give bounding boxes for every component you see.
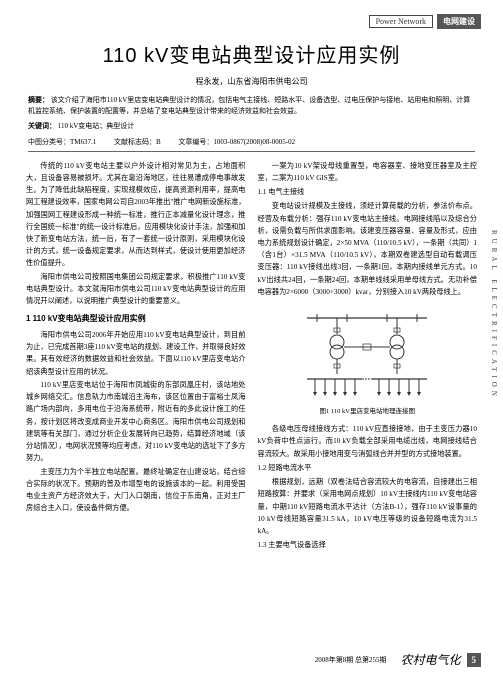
figure-caption: 图1 110 kV里店变电站地理连接图	[258, 406, 478, 417]
keywords-label: 关键词：	[28, 122, 56, 130]
para: 海阳市供电公司按照国电集团公司规定要求，积极推广110 kV变电站典型设计。本文…	[26, 271, 246, 308]
subsection-heading: 1.3 主要电气设备选择	[258, 539, 478, 551]
classno-value: TM637.1	[70, 138, 96, 146]
doccode-value: B	[156, 138, 161, 146]
header-tags: Power Network 电网建设	[22, 14, 481, 29]
articleno-label: 文章编号：	[178, 138, 213, 146]
subsection-heading: 1.1 电气主接线	[258, 186, 478, 198]
abstract-text: 该文介绍了海阳市110 kV里店变电站典型设计的情况，包括电气主接线、短路水平、…	[28, 96, 470, 115]
classno-label: 中图分类号：	[28, 138, 70, 146]
abstract-label: 摘要：	[28, 96, 49, 104]
para: 传统的110 kV变电站主要以户外设计相对常见为主，占地面积大，且设备容易被损坏…	[26, 160, 246, 270]
section-heading: 1 110 kV变电站典型设计应用实例	[26, 312, 246, 326]
para: 110 kV里店变电站位于海阳市凤城街的东部凤凰庄村，该站地处城乡网络交汇。信息…	[26, 379, 246, 465]
author-line: 程永发，山东省海阳市供电公司	[22, 76, 481, 87]
footer-page-number: 5	[467, 653, 482, 667]
page-footer: 2008年第8期 总第255期 农村电气化 5	[0, 651, 503, 668]
body-columns: 传统的110 kV变电站主要以户外设计相对常见为主，占地面积大，且设备容易被损坏…	[26, 160, 477, 554]
para: 主变压力为个半独立电站配置。最终址确定在山建设站，结合综合实际的状况下。预期的普…	[26, 466, 246, 515]
right-column: 一案为10 kV架设母线重置型，电容器室、接地变压器室及主控室，二案为110 k…	[258, 160, 478, 554]
abstract: 摘要： 该文介绍了海阳市110 kV里店变电站典型设计的情况，包括电气主接线、短…	[28, 95, 475, 117]
keywords: 关键词： 110 kV变电站；典型设计	[28, 121, 475, 132]
footer-magazine: 农村电气化	[400, 651, 460, 668]
tag-power-network: Power Network	[369, 15, 433, 28]
header-divider	[28, 151, 475, 152]
tag-section: 电网建设	[437, 14, 481, 29]
para: 各级电压母线接线方式：110 kV应直接接地，由于主变压力器10 kV负荷中性点…	[258, 423, 478, 460]
para: 根据规划，远期（双卷法结合容流较大的电容流，自接建出三相短路按算：并要求（采用电…	[258, 476, 478, 537]
subsection-heading: 1.2 短路电流水平	[258, 462, 478, 474]
meta-row: 中图分类号：TM637.1 文献标志码：B 文章编号：1003-0867(200…	[28, 137, 475, 147]
para: 一案为10 kV架设母线重置型，电容器室、接地变压器室及主控室，二案为110 k…	[258, 160, 478, 184]
keywords-text: 110 kV变电站；典型设计	[58, 122, 135, 130]
circuit-diagram-svg	[287, 304, 447, 404]
side-journal-name: RURAL ELECTRIFICATION	[490, 230, 498, 400]
figure-1: 图1 110 kV里店变电站地理连接图	[258, 304, 478, 417]
para: 变电站设计规模及主接线，须经计算荷载的分析，参法价布点。经营及布载分析：强存11…	[258, 200, 478, 298]
footer-issue: 2008年第8期 总第255期	[22, 655, 386, 665]
para: 海阳市供电公司2006年开始应用110 kV变电站典型设计，到目前为止，已完成首…	[26, 329, 246, 378]
article-title: 110 kV变电站典型设计应用实例	[22, 39, 481, 68]
doccode-label: 文献标志码：	[114, 138, 156, 146]
left-column: 传统的110 kV变电站主要以户外设计相对常见为主，占地面积大，且设备容易被损坏…	[26, 160, 246, 554]
articleno-value: 1003-0867(2008)08-0005-02	[213, 138, 295, 146]
